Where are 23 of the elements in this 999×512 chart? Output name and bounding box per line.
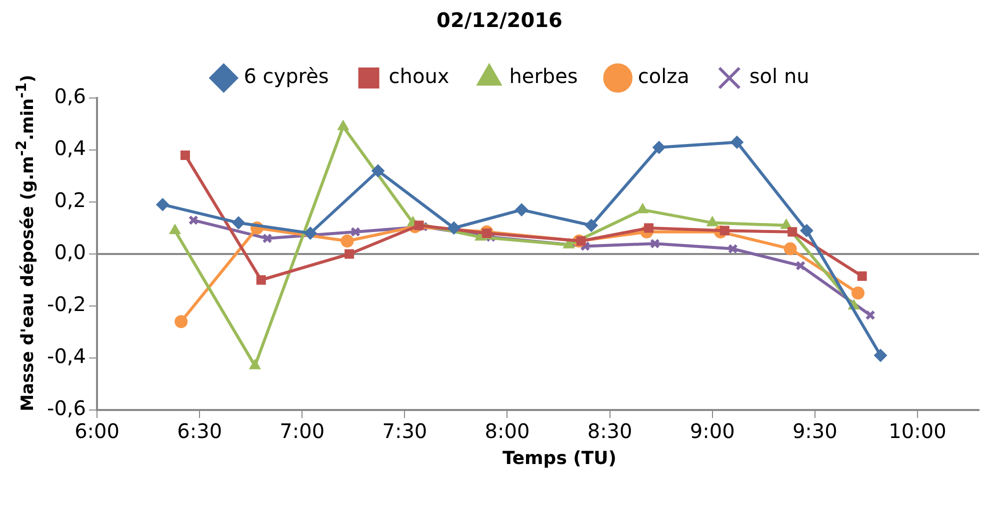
legend-label: colza bbox=[638, 64, 690, 88]
x-axis-title: Temps (TU) bbox=[501, 448, 618, 469]
legend-label: sol nu bbox=[749, 64, 810, 88]
y-tick-label: -0,6 bbox=[46, 396, 86, 420]
x-tick-label: 7:30 bbox=[382, 419, 428, 444]
y-tick-label: 0,0 bbox=[54, 240, 86, 264]
x-tick-label: 9:30 bbox=[792, 419, 838, 444]
x-tick-label: 6:30 bbox=[177, 419, 222, 444]
y-tick-label: 0,4 bbox=[54, 136, 86, 160]
x-tick-label: 8:30 bbox=[587, 419, 632, 444]
legend-label: choux bbox=[388, 64, 450, 88]
x-tick-label: 7:00 bbox=[280, 419, 325, 444]
y-tick-label: 0,6 bbox=[54, 84, 86, 108]
x-tick-label: 9:00 bbox=[690, 419, 735, 444]
legend-label: herbes bbox=[509, 64, 578, 88]
y-tick-label: -0,4 bbox=[46, 344, 86, 368]
chart-title: 02/12/2016 bbox=[436, 8, 564, 34]
x-tick-label: 10:00 bbox=[888, 419, 946, 444]
y-tick-label: -0,2 bbox=[46, 292, 86, 316]
x-tick-label: 6:00 bbox=[74, 419, 120, 444]
x-tick-label: 8:00 bbox=[484, 419, 530, 444]
legend-label: 6 cyprès bbox=[244, 64, 329, 88]
y-tick-label: 0,2 bbox=[54, 188, 86, 212]
